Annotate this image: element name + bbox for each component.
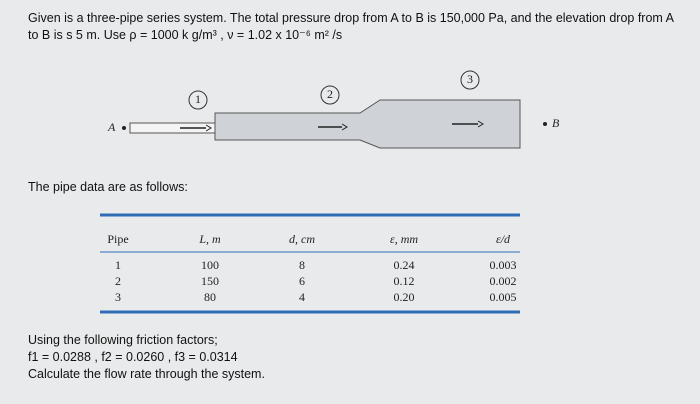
pipe-1 — [129, 122, 216, 134]
table-cell: 80 — [204, 290, 216, 304]
table-cell: 0.12 — [394, 274, 415, 288]
table-cell: 4 — [299, 290, 305, 304]
footer-line: Using the following friction factors; — [28, 333, 218, 347]
table-cell: 0.003 — [490, 258, 517, 272]
table-cell: 8 — [299, 258, 305, 272]
table-cell: 3 — [115, 290, 121, 304]
table: Pipe L, m d, cm ε, mm ε/d 1 100 8 0.24 0.003 2 150 6… — [107, 232, 516, 304]
pipe-circle — [460, 70, 480, 90]
point-label: A — [107, 120, 116, 134]
table-header: d, cm — [289, 232, 315, 246]
table-cell: 100 — [201, 258, 219, 272]
pipe-number: 1 — [195, 92, 201, 106]
table-cell: 150 — [201, 274, 219, 288]
footer-line: f1 = 0.0288 , f2 = 0.0260 , f3 = 0.0314 — [28, 350, 238, 364]
table-cell: 1 — [115, 258, 121, 272]
footer: Using the following friction factors; f1… — [28, 332, 265, 383]
table-cell: 2 — [115, 274, 121, 288]
table-cell: 0.24 — [394, 258, 415, 272]
table-cell: 0.002 — [490, 274, 517, 288]
point-dot — [122, 126, 126, 130]
pipe-circle — [320, 85, 340, 105]
table-cell: 0.005 — [490, 290, 517, 304]
flow-arrow — [205, 124, 212, 132]
footer-line: Calculate the flow rate through the syst… — [28, 367, 265, 381]
problem-statement: Given is a three-pipe series system. The… — [28, 11, 674, 42]
table-cell: 0.20 — [394, 290, 415, 304]
table-header: Pipe — [107, 232, 128, 246]
pipe-number: 3 — [467, 72, 473, 86]
point-dot — [543, 122, 547, 126]
flow-arrow — [477, 120, 484, 128]
table-header: L, m — [198, 232, 221, 246]
table-header: ε/d — [496, 232, 511, 246]
flow-arrow — [341, 123, 348, 131]
point-label: B — [552, 116, 560, 130]
pipe-circle — [188, 90, 208, 110]
table-cell: 6 — [299, 274, 305, 288]
table-header: ε, mm — [390, 232, 418, 246]
pipe-number: 2 — [327, 87, 333, 101]
intro-text: The pipe data are as follows: — [28, 180, 188, 194]
